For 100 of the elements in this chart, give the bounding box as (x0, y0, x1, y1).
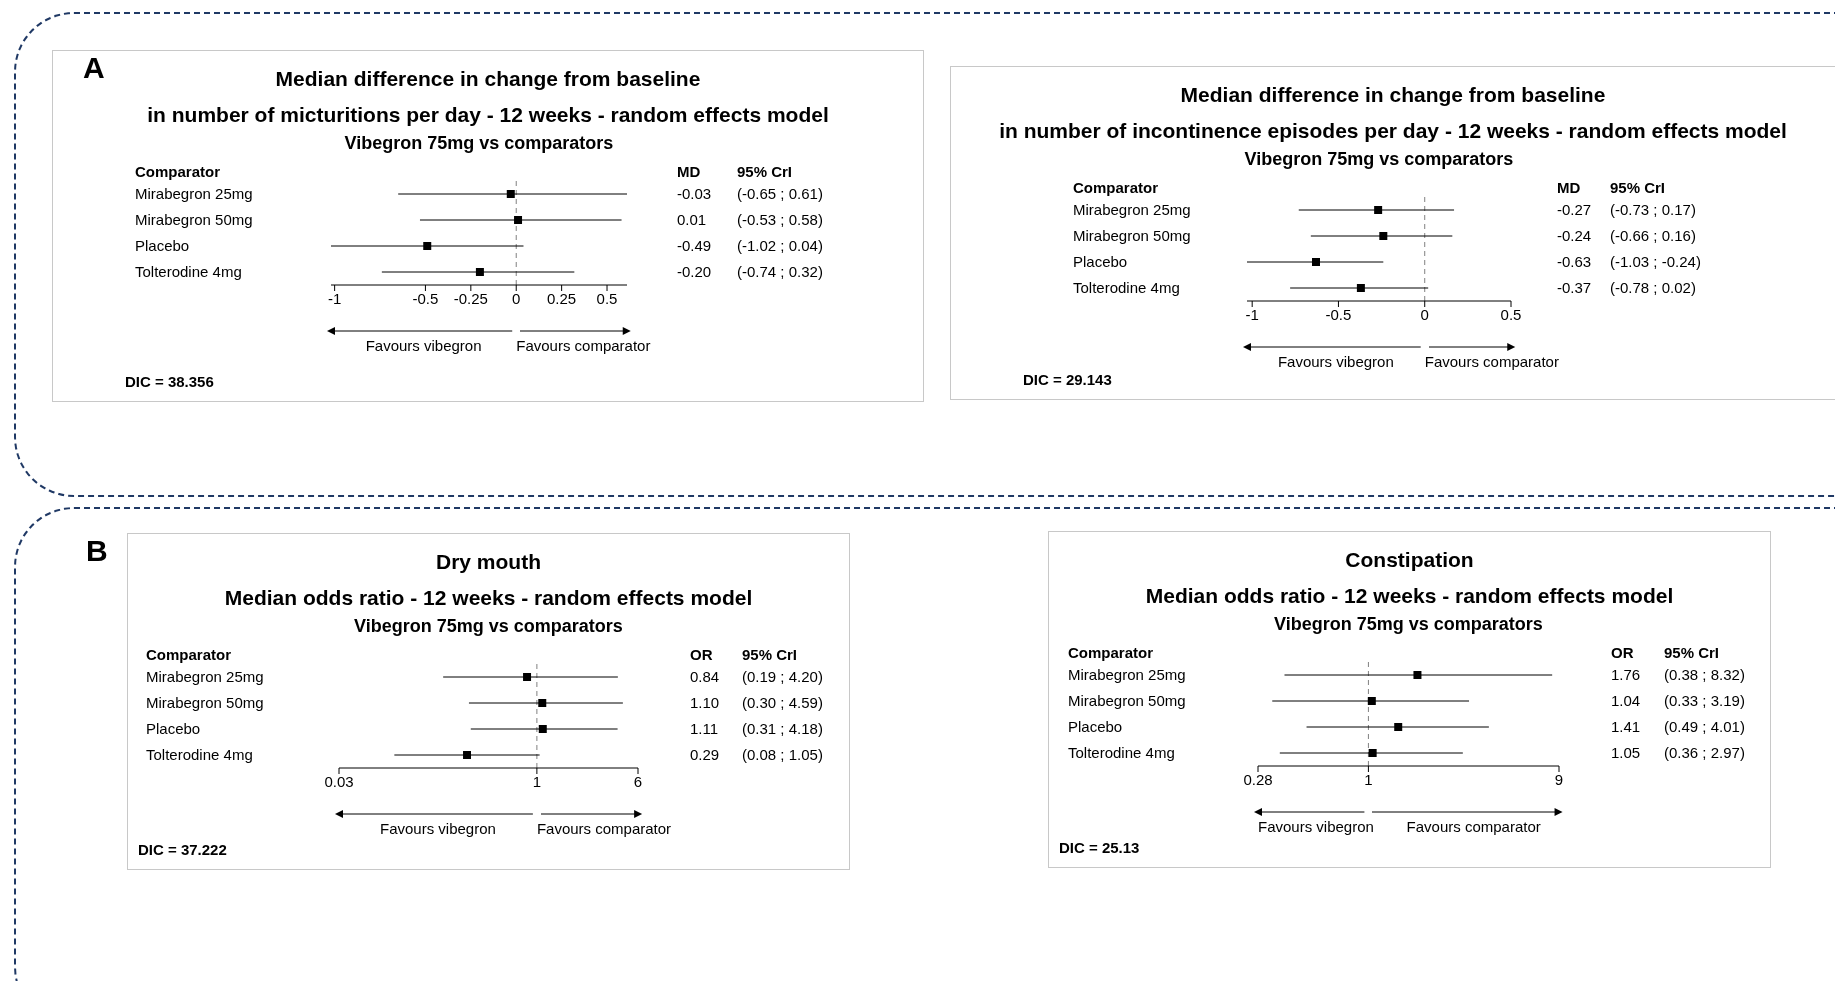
y-tick-label: Tolterodine 4mg (1073, 279, 1180, 296)
text: (-0.78 ; 0.02) (1610, 279, 1696, 296)
text: Favours comparator (1406, 818, 1541, 835)
y-tick-label: Placebo (1068, 718, 1123, 735)
text: (-1.02 ; 0.04) (737, 237, 823, 254)
chart-title: Median difference in change from baseline in number of incontinence episodes per day - 12 weeks - random effects model (998, 82, 1788, 144)
point (514, 216, 523, 224)
data-label: 1.41 (1611, 718, 1641, 735)
data-label: -0.24 (1557, 227, 1592, 244)
chart-title: Constipation Median odds ratio - 12 weeks - random effects model (1144, 547, 1675, 609)
y-tick-label: Placebo (146, 720, 201, 737)
data-label: 1.76 (1611, 666, 1641, 683)
y-tick-label: Tolterodine 4mg (135, 263, 242, 280)
x-tick-label: 0.03 (324, 772, 354, 790)
text: Favours comparator (536, 820, 672, 837)
x-tick-label: 9 (1554, 770, 1564, 788)
text: (0.38 ; 8.32) (1664, 666, 1745, 683)
text: 95% CrI (1664, 644, 1720, 661)
point (1374, 206, 1383, 214)
text: DIC = 37.222 (138, 841, 227, 858)
text: OR (690, 646, 713, 663)
x-tick-label: 0.28 (1243, 770, 1273, 788)
y-tick-label: Placebo (1073, 253, 1128, 270)
chart-subtitle: Vibegron 75mg vs comparators (343, 133, 615, 154)
text: Favours vibegron (379, 820, 497, 837)
text: Favours comparator (516, 337, 651, 354)
text: OR (1611, 644, 1634, 661)
text: (0.33 ; 3.19) (1664, 692, 1745, 709)
text: (0.49 ; 4.01) (1664, 718, 1745, 735)
text: DIC = 29.143 (1023, 371, 1112, 388)
point (475, 268, 484, 276)
text: (0.31 ; 4.18) (742, 720, 823, 737)
text: MD (677, 163, 701, 180)
y-tick-label: Placebo (135, 237, 190, 254)
chart-subtitle: Vibegron 75mg vs comparators (353, 616, 624, 637)
data-label: -0.37 (1557, 279, 1592, 296)
text: 95% CrI (1610, 179, 1666, 196)
y-axis-title: Comparator (1073, 179, 1159, 196)
y-tick-label: Mirabegron 50mg (146, 694, 264, 711)
x-tick-label: 0 (512, 289, 521, 307)
x-tick-label: -0.5 (412, 289, 439, 307)
text: A (83, 51, 105, 85)
y-axis-title: Comparator (1068, 644, 1154, 661)
x-tick-label: 0.5 (1500, 305, 1522, 323)
data-label: -0.20 (677, 263, 712, 280)
data-label: 1.10 (690, 694, 720, 711)
text: (0.36 ; 2.97) (1664, 744, 1745, 761)
point (423, 242, 432, 250)
data-label: -0.03 (677, 185, 712, 202)
text: 95% CrI (737, 163, 793, 180)
chart-subtitle: Vibegron 75mg vs comparators (1243, 149, 1515, 170)
data-label: -0.27 (1557, 201, 1592, 218)
text: (-1.03 ; -0.24) (1610, 253, 1701, 270)
y-tick-label: Mirabegron 25mg (1068, 666, 1186, 683)
point (1312, 258, 1321, 266)
text: (-0.66 ; 0.16) (1610, 227, 1696, 244)
data-label: 1.05 (1611, 744, 1641, 761)
x-tick-label: 1 (1364, 770, 1373, 788)
text: DIC = 38.356 (125, 373, 214, 390)
text: (-0.73 ; 0.17) (1610, 201, 1696, 218)
text: DIC = 25.13 (1059, 839, 1140, 856)
data-label: 1.11 (690, 720, 719, 737)
text: 95% CrI (742, 646, 798, 663)
y-tick-label: Mirabegron 50mg (1068, 692, 1186, 709)
text: (-0.74 ; 0.32) (737, 263, 823, 280)
x-tick-label: -0.25 (453, 289, 488, 307)
text: (0.30 ; 4.59) (742, 694, 823, 711)
text: (-0.65 ; 0.61) (737, 185, 823, 202)
text: (0.08 ; 1.05) (742, 746, 823, 763)
point (1356, 284, 1365, 292)
point (1379, 232, 1388, 240)
text: MD (1557, 179, 1581, 196)
text: Favours vibegron (364, 337, 483, 354)
y-tick-label: Tolterodine 4mg (146, 746, 253, 763)
y-axis-title: Comparator (146, 646, 232, 663)
data-label: 0.01 (677, 211, 707, 228)
data-label: -0.63 (1557, 253, 1592, 270)
x-tick-label: 0.5 (596, 289, 618, 307)
data-label: 1.04 (1611, 692, 1641, 709)
text: Favours comparator (1424, 353, 1559, 370)
y-tick-label: Mirabegron 50mg (135, 211, 253, 228)
data-label: -0.49 (677, 237, 712, 254)
y-tick-label: Tolterodine 4mg (1068, 744, 1175, 761)
x-tick-label: 1 (532, 772, 542, 790)
x-tick-label: 6 (633, 772, 643, 790)
text: B (86, 534, 108, 568)
x-tick-label: -0.5 (1325, 305, 1352, 323)
point (506, 190, 515, 198)
text: Favours vibegron (1258, 818, 1374, 835)
x-tick-label: -1 (1245, 305, 1259, 323)
y-tick-label: Mirabegron 50mg (1073, 227, 1191, 244)
y-axis-title: Comparator (135, 163, 221, 180)
text: (-0.53 ; 0.58) (737, 211, 823, 228)
text: (0.19 ; 4.20) (742, 668, 823, 685)
text: Favours vibegron (1276, 353, 1395, 370)
data-label: 0.84 (690, 668, 720, 685)
chart-subtitle: Vibegron 75mg vs comparators (1273, 614, 1544, 635)
y-tick-label: Mirabegron 25mg (146, 668, 264, 685)
y-tick-label: Mirabegron 25mg (1073, 201, 1191, 218)
x-tick-label: -1 (327, 289, 342, 307)
